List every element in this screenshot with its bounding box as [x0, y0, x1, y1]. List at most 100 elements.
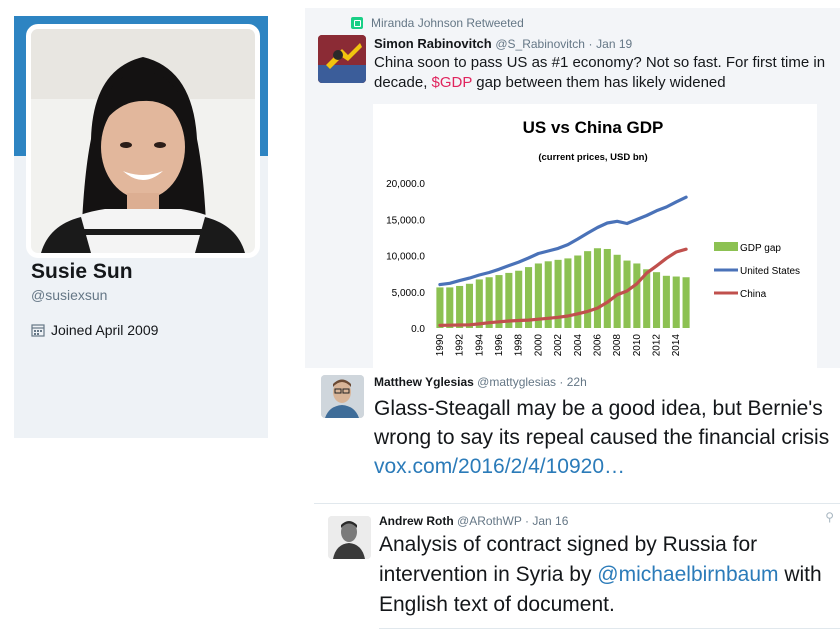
tweet-text: Glass-Steagall may be a good idea, but B… [374, 394, 840, 481]
gdp-gap-bar [682, 277, 690, 328]
x-tick-label: 2008 [612, 334, 623, 357]
tweet-separator: · [525, 514, 530, 528]
gdp-gap-bar [524, 267, 533, 328]
tweet-date[interactable]: Jan 16 [532, 514, 569, 528]
x-tick-label: 2006 [592, 334, 603, 357]
tweet-author-avatar[interactable] [321, 375, 364, 418]
gdp-gap-bar [584, 251, 592, 328]
gdp-gap-bar [672, 276, 680, 328]
series-line [438, 195, 688, 287]
x-axis: 1990 1992 1994 1996 1998 2000 2002 2004 2006 2008… [435, 334, 682, 357]
x-tick-label: 2012 [652, 334, 663, 357]
x-tick-label: 2004 [573, 334, 584, 357]
gdp-gap-bar [475, 279, 483, 328]
tweet-text: Analysis of contract signed by Russia fo… [379, 530, 837, 620]
x-tick-label: 2010 [632, 334, 643, 357]
cashtag-link[interactable]: $GDP [431, 74, 473, 91]
tweet-header: Matthew Yglesias @mattyglesias · 22h [374, 375, 587, 389]
legend-label: GDP gap [740, 243, 781, 254]
y-tick-label: 20,000.0 [386, 179, 425, 190]
x-tick-label: 1996 [494, 334, 505, 357]
tweet-text-part: Glass-Steagall may be a good idea, but B… [374, 397, 830, 449]
tweet-link[interactable]: vox.com/2016/2/4/10920… [374, 455, 625, 478]
tweet-card[interactable]: Andrew Roth @ARothWP · Jan 16 ⚲ Analysis… [314, 503, 840, 636]
tweet-text-part: gap between them has likely widened [472, 74, 726, 91]
tweet-author-avatar[interactable] [328, 516, 371, 559]
x-tick-label: 1994 [474, 334, 485, 357]
tweet-chart-image[interactable]: US vs China GDP (current prices, USD bn)… [373, 104, 817, 368]
avatar-photo [31, 29, 255, 253]
series-line [438, 247, 688, 327]
tweet-separator: · [588, 37, 593, 51]
calendar-icon [31, 324, 45, 337]
gdp-gap-bar [652, 272, 661, 328]
x-tick-label: 1998 [514, 334, 525, 357]
gdp-gap-bar [495, 275, 503, 328]
y-tick-label: 15,000.0 [386, 215, 425, 226]
gdp-gap-bar [505, 272, 513, 328]
gdp-chart: US vs China GDP (current prices, USD bn)… [386, 118, 800, 357]
bar-series [436, 248, 690, 328]
y-tick-label: 5,000.0 [392, 288, 426, 299]
gdp-gap-bar [436, 287, 444, 328]
tweet-header: Andrew Roth @ARothWP · Jan 16 [379, 514, 568, 528]
profile-joined: Joined April 2009 [31, 322, 158, 338]
tweet-separator: · [559, 375, 564, 389]
tweet-divider [379, 628, 840, 629]
x-tick-label: 1992 [455, 334, 466, 357]
gdp-gap-bar [593, 248, 602, 328]
author-photo [328, 516, 371, 559]
profile-card: Susie Sun @susiexsun Joined April 2009 [14, 16, 268, 438]
gdp-gap-bar [574, 255, 582, 328]
gdp-gap-bar [465, 283, 474, 328]
legend-label: United States [740, 266, 800, 277]
gdp-gap-bar [554, 259, 562, 328]
gdp-gap-bar [485, 277, 493, 328]
gdp-gap-bar [623, 260, 631, 328]
gdp-gap-bar [613, 254, 621, 328]
tweet-author-handle[interactable]: @ARothWP [457, 514, 522, 528]
tweet-mention-link[interactable]: @michaelbirnbaum [597, 563, 779, 586]
tweet-text-part: China soon to pass US as #1 economy? Not… [374, 54, 826, 91]
line-series [438, 195, 688, 327]
tweet-text: China soon to pass US as #1 economy? Not… [374, 53, 836, 93]
chart-legend: GDP gap United States China [714, 242, 800, 300]
tweet-text-part: with English text of document. [379, 563, 822, 616]
retweet-context: Miranda Johnson Retweeted [351, 16, 524, 30]
tweet-author-handle[interactable]: @S_Rabinovitch [495, 37, 585, 51]
gdp-gap-bar [603, 248, 611, 328]
tweet-card[interactable]: Matthew Yglesias @mattyglesias · 22h Gla… [305, 368, 840, 494]
profile-name[interactable]: Susie Sun [31, 260, 133, 283]
retweet-label[interactable]: Miranda Johnson Retweeted [371, 16, 524, 30]
tweet-author-name[interactable]: Simon Rabinovitch [374, 36, 492, 51]
profile-handle[interactable]: @susiexsun [31, 287, 108, 303]
y-tick-label: 0.0 [411, 324, 425, 335]
gdp-gap-bar [456, 285, 464, 328]
legend-label: China [740, 289, 767, 300]
tweet-author-name[interactable]: Matthew Yglesias [374, 375, 474, 389]
location-pin-icon: ⚲ [825, 510, 834, 524]
gdp-gap-bar [544, 261, 552, 328]
x-tick-label: 1990 [435, 334, 446, 357]
tweet-author-avatar[interactable] [318, 35, 366, 83]
gdp-gap-bar [446, 287, 454, 328]
author-photo [318, 35, 366, 83]
x-tick-label: 2002 [553, 334, 564, 357]
x-tick-label: 2000 [533, 334, 544, 357]
tweet-date[interactable]: Jan 19 [596, 37, 633, 51]
tweet-text-part: Analysis of contract signed by Russia fo… [379, 533, 758, 586]
tweet-header: Simon Rabinovitch @S_Rabinovitch · Jan 1… [374, 36, 632, 51]
tweet-author-handle[interactable]: @mattyglesias [477, 375, 557, 389]
gdp-gap-bar [515, 270, 523, 328]
tweet-date[interactable]: 22h [566, 375, 587, 389]
chart-title: US vs China GDP [523, 118, 664, 137]
legend-swatch [714, 242, 738, 251]
tweet-author-name[interactable]: Andrew Roth [379, 514, 454, 528]
y-axis: 20,000.0 15,000.0 10,000.0 5,000.0 0.0 [386, 179, 425, 335]
profile-avatar[interactable] [26, 24, 260, 258]
retweet-icon [351, 17, 363, 29]
gdp-gap-bar [643, 269, 651, 328]
author-photo [321, 375, 364, 418]
x-tick-label: 2014 [671, 334, 682, 357]
joined-label: Joined April 2009 [51, 322, 159, 338]
